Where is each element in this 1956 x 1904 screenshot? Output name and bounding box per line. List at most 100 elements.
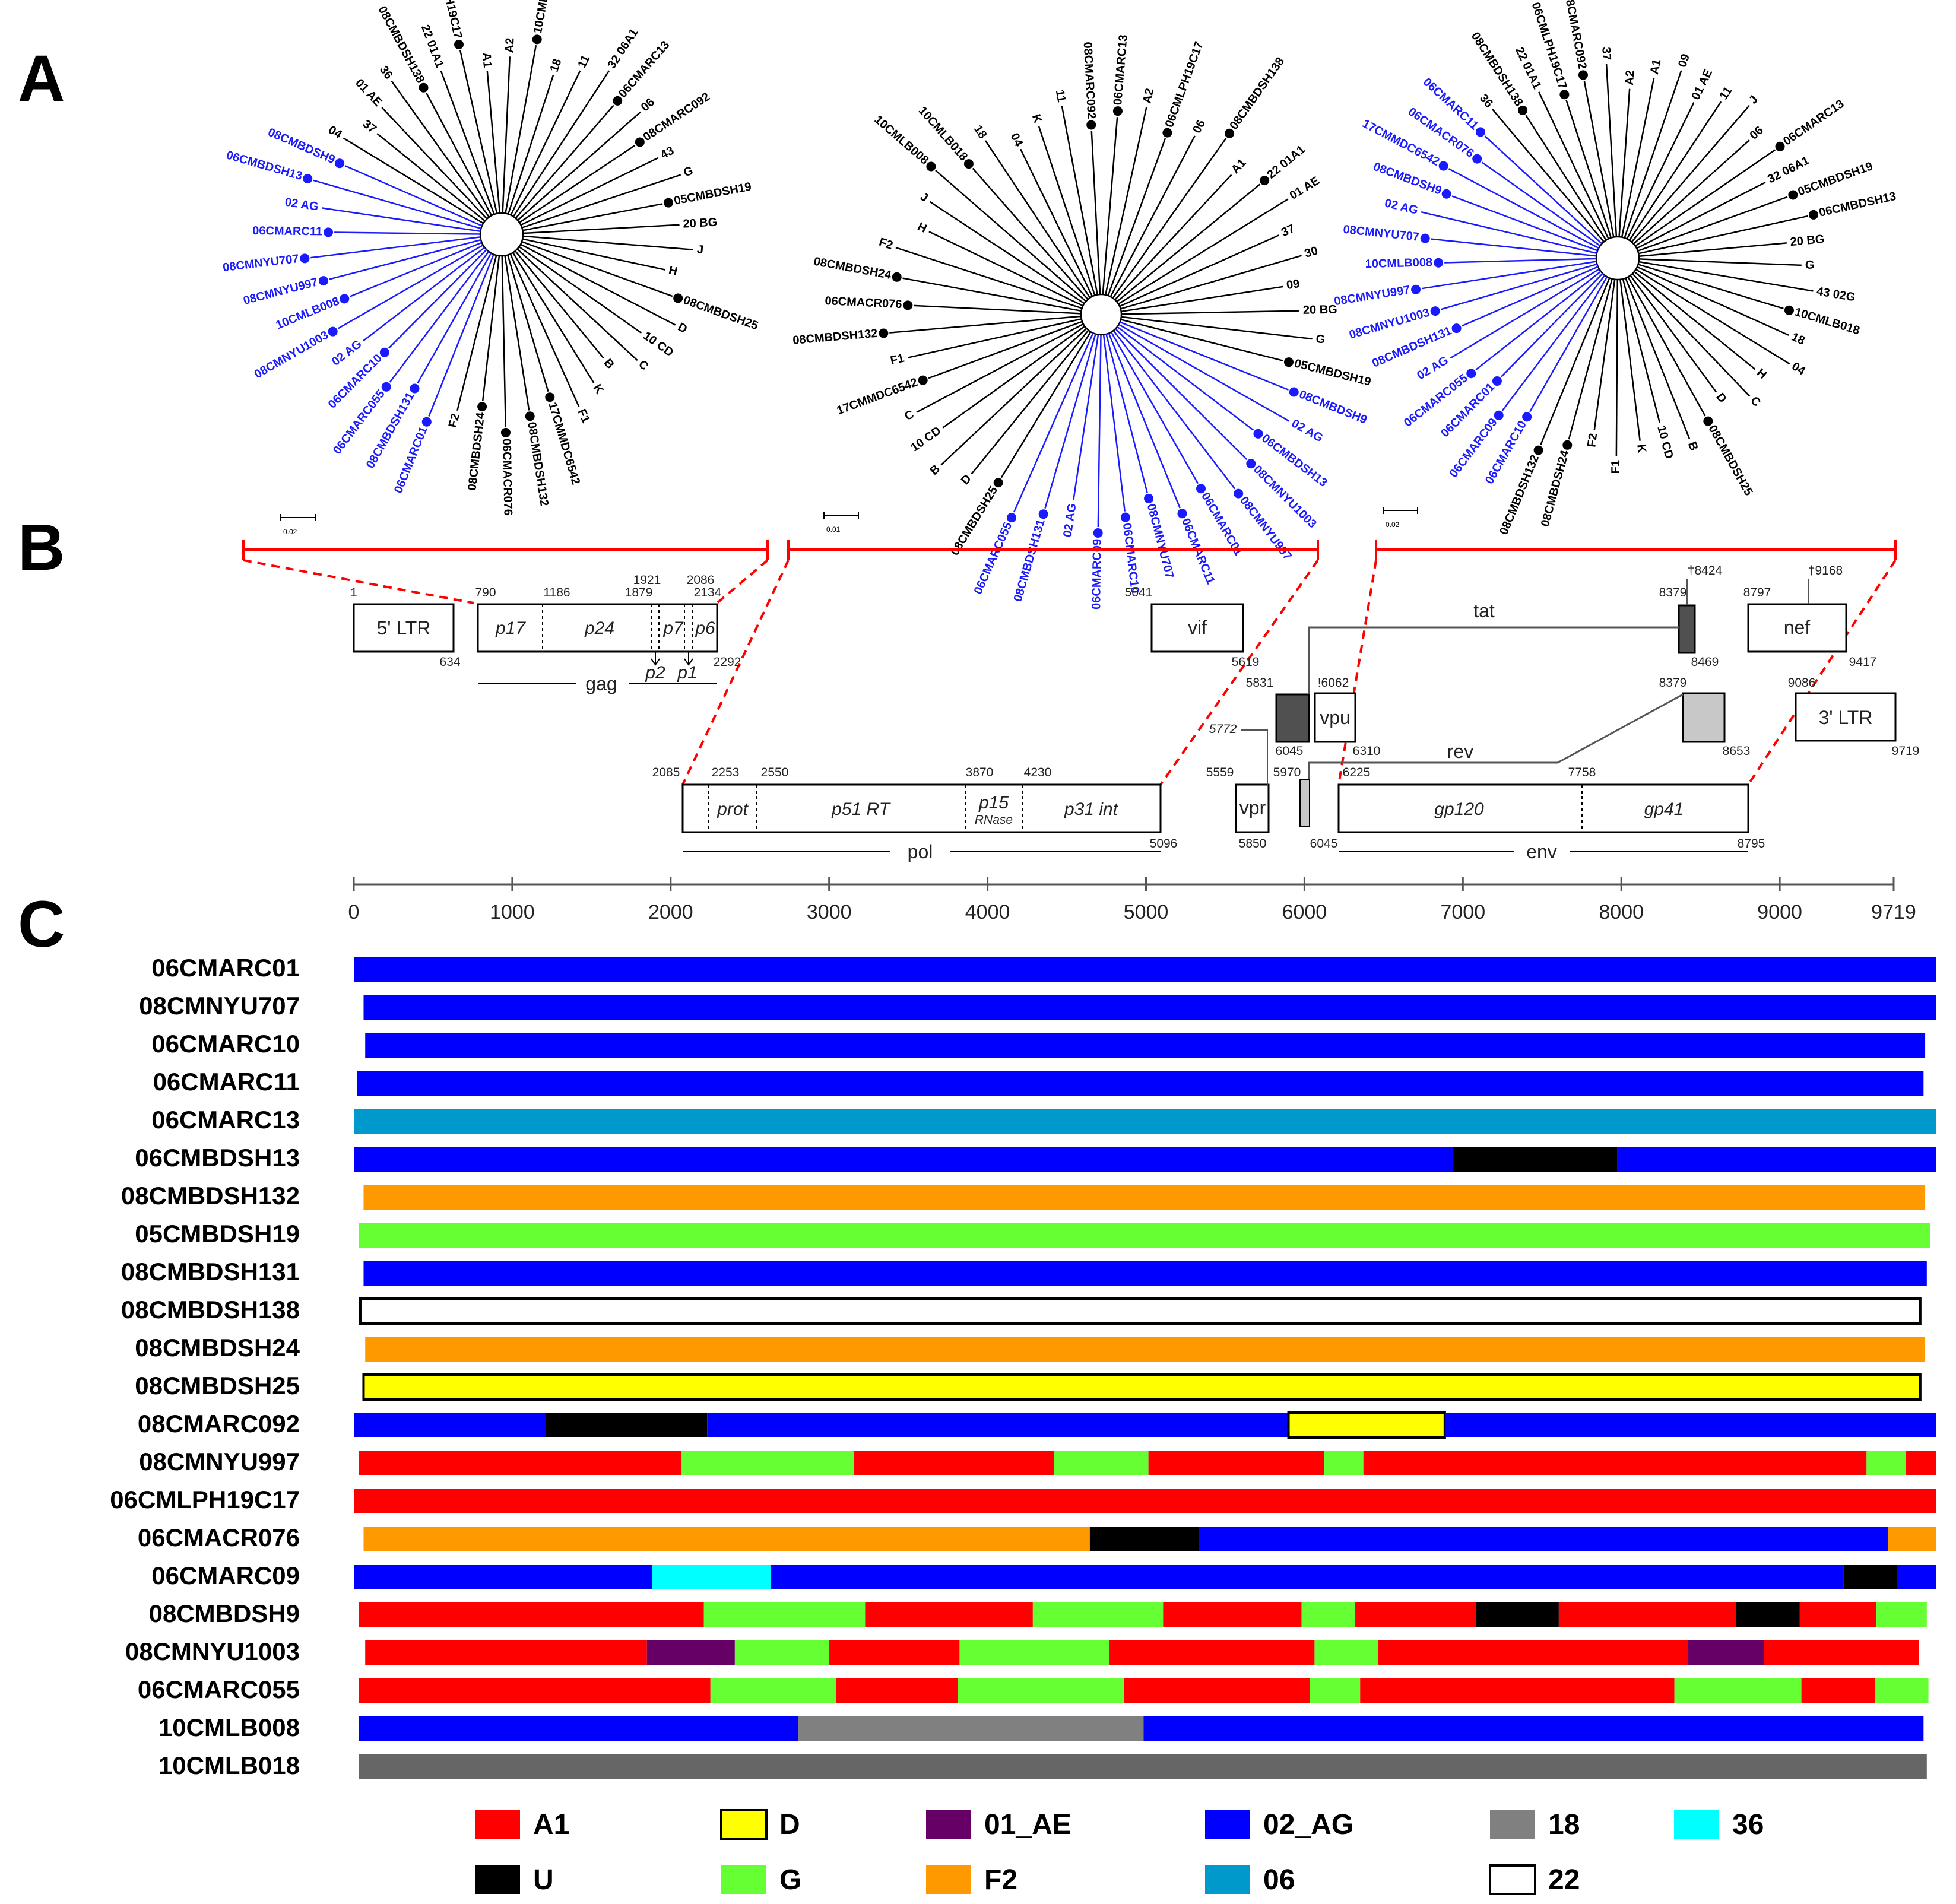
tree-tip-dot xyxy=(1438,161,1448,171)
pos-5831: 5831 xyxy=(1246,676,1274,690)
pos-5970: 5970 xyxy=(1273,766,1301,779)
panel-label-c: C xyxy=(18,888,65,961)
tree-branch xyxy=(916,323,1084,413)
mosaic-row: 06CMARC055 xyxy=(138,1675,1929,1703)
tree-branch xyxy=(1444,258,1597,264)
axis-tick-label: 8000 xyxy=(1599,901,1644,924)
tree-tip-dot xyxy=(892,272,902,282)
pos-9719-map: 9719 xyxy=(1892,744,1920,758)
mosaic-segment xyxy=(835,1678,958,1703)
tree-tip-dot xyxy=(1784,305,1794,315)
tree-branch xyxy=(1583,81,1615,237)
p31int-label: p31 int xyxy=(1064,799,1119,819)
tree-branch xyxy=(1119,234,1280,307)
ltr5-box xyxy=(353,603,455,653)
tree-tip-label: 08CMARC092 xyxy=(1081,42,1098,119)
tree-tip-label: 08CMBDSH25 xyxy=(681,294,760,333)
pos-790: 790 xyxy=(475,586,496,599)
tree-tip-label: B xyxy=(927,462,943,478)
tree-tip-dot xyxy=(663,198,673,208)
tree-tip-dot xyxy=(340,294,350,304)
tree-branch xyxy=(459,50,498,214)
gp41-label: gp41 xyxy=(1644,799,1684,819)
tree-tip-label: 30 xyxy=(1303,244,1320,260)
tree-tip-label: 02 AG xyxy=(1061,503,1079,538)
tree-tip-label: 08CMBDSH138 xyxy=(1469,30,1526,109)
legend-item: 06 xyxy=(1205,1864,1295,1896)
tree-tip-dot xyxy=(421,417,432,427)
row-label: 06CMARC13 xyxy=(151,1106,300,1134)
mosaic-segment xyxy=(646,1640,735,1665)
tree-tip-dot xyxy=(1472,154,1482,164)
p24-label: p24 xyxy=(584,618,614,638)
tree-tip-label: J xyxy=(918,190,930,204)
tree-tip-label: 37 xyxy=(1279,222,1296,239)
tree-branch xyxy=(1421,211,1597,254)
tree-tip-label: 04 xyxy=(1789,360,1808,378)
tree-branch xyxy=(1107,138,1166,296)
axis-tick-label: 9719 xyxy=(1871,901,1916,924)
tree-branch xyxy=(1102,117,1118,295)
mosaic-segment xyxy=(1843,1565,1898,1589)
tree-tip-dot xyxy=(1430,306,1440,316)
tree-tip-label: B xyxy=(1685,440,1701,453)
tree-tip-label: 32 06A1 xyxy=(1765,154,1811,186)
legend-label: 22 xyxy=(1548,1864,1580,1896)
tree-branch xyxy=(1061,105,1098,295)
tree-tip-label: 06CMARC09 xyxy=(1090,539,1104,610)
legend-swatch xyxy=(720,1809,768,1840)
mosaic-segment xyxy=(1109,1640,1315,1665)
tree-branch xyxy=(337,244,484,329)
tree-branch xyxy=(1118,198,1289,305)
tree-branch xyxy=(1000,331,1092,478)
tree-branch xyxy=(512,70,610,217)
tree-branch xyxy=(1638,264,1784,310)
tree-branch xyxy=(940,328,1088,466)
mosaic-segment xyxy=(1314,1640,1378,1665)
mosaic-row: 08CMBDSH24 xyxy=(135,1334,1926,1362)
p6-label: p6 xyxy=(695,618,715,638)
tree-tip-dot xyxy=(918,375,928,385)
mosaic-segment xyxy=(363,1185,1926,1210)
mosaic-segment xyxy=(1475,1602,1559,1627)
tree-branch xyxy=(310,236,481,259)
legend-swatch xyxy=(1205,1810,1250,1839)
pol-box xyxy=(681,783,1162,833)
tree-tip-dot xyxy=(1120,512,1130,522)
tree-branch xyxy=(1605,64,1618,237)
tree-branch xyxy=(1630,275,1717,393)
mosaic-row: 08CMBDSH132 xyxy=(121,1182,1926,1210)
tree-branch xyxy=(501,255,506,427)
mosaic-segment xyxy=(1617,1147,1936,1172)
pos-6062: !6062 xyxy=(1318,676,1349,690)
tree-tip-dot xyxy=(1177,509,1187,519)
tree-center xyxy=(479,212,524,257)
tree-tip-label: C xyxy=(902,408,916,423)
tree-branch xyxy=(972,167,1089,300)
tree-tip-label: 37 xyxy=(360,118,379,136)
mosaic-segment xyxy=(1801,1678,1875,1703)
tree-tip-dot xyxy=(1162,128,1172,138)
mosaic-segment xyxy=(359,1754,1927,1779)
p17-label: p17 xyxy=(495,618,526,638)
mosaic-segment xyxy=(359,1602,704,1627)
tree-branch xyxy=(520,243,676,326)
row-label: 06CMBDSH13 xyxy=(135,1144,300,1172)
tree-tip-label: H xyxy=(1754,366,1769,382)
legend: A1 U DG 01_AE F2 02_AG 06 18 22 36 xyxy=(475,1809,1764,1896)
pos-5850: 5850 xyxy=(1239,837,1267,851)
tree-tip-label: A1 xyxy=(480,52,494,68)
tree-tip-dot xyxy=(1809,210,1819,220)
mosaic-segment xyxy=(1148,1451,1324,1475)
tree-tip-dot xyxy=(1562,440,1573,450)
mosaic-segment xyxy=(1301,1602,1355,1627)
tree-tip-label: 08CMARC092 xyxy=(1562,0,1589,70)
row-label: 08CMBDSH9 xyxy=(149,1600,300,1627)
tree-tip-dot xyxy=(303,174,313,184)
tree-branch xyxy=(1525,115,1607,241)
gag-box xyxy=(477,603,718,653)
tree-tip-label: 10CMLB008 xyxy=(1365,256,1432,271)
tree-branch xyxy=(1431,238,1597,257)
axis-tick-label: 4000 xyxy=(965,901,1010,924)
legend-item: 01_AE xyxy=(926,1809,1071,1840)
